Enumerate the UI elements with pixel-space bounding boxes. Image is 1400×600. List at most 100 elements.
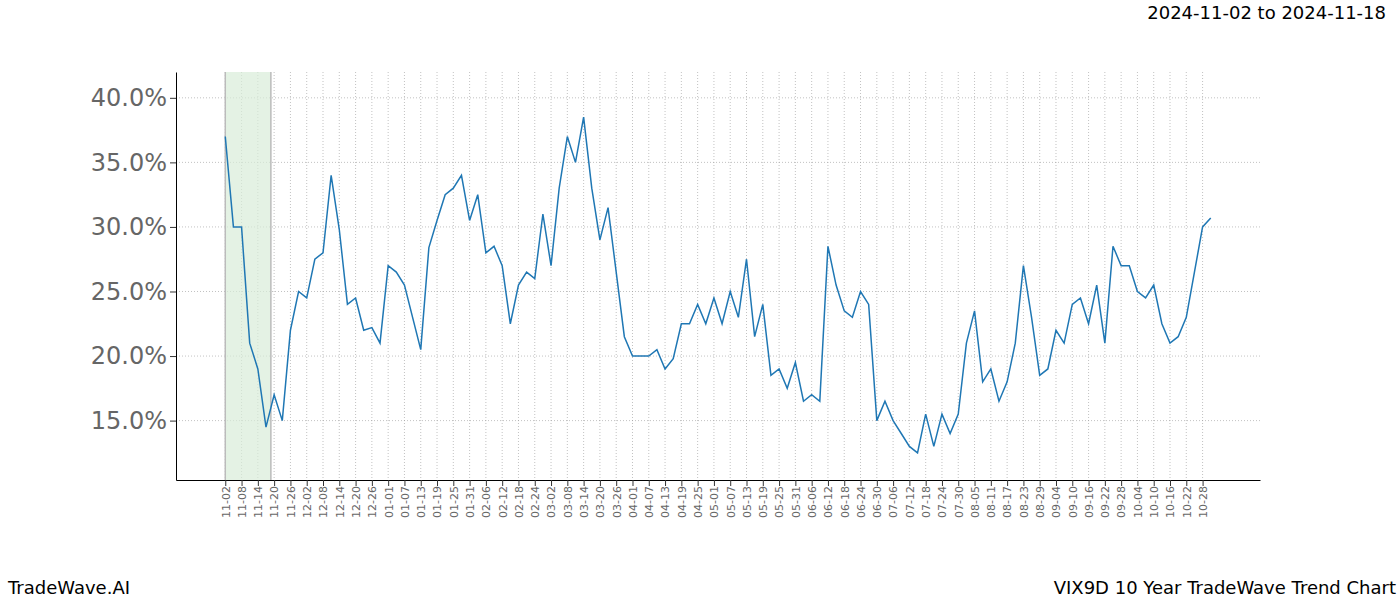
x-tick: 04-13 — [659, 480, 672, 518]
x-tick-label: 05-13 — [741, 486, 754, 518]
x-tick-label: 02-12 — [497, 486, 510, 518]
x-tick-label: 12-14 — [334, 486, 347, 518]
x-grid-line — [420, 72, 421, 480]
x-grid-line — [290, 72, 291, 480]
x-tick-label: 06-30 — [871, 486, 884, 518]
x-grid-line — [681, 72, 682, 480]
x-grid-line — [1072, 72, 1073, 480]
x-tick-label: 08-11 — [985, 486, 998, 518]
x-tick: 05-25 — [773, 480, 786, 518]
x-tick: 11-02 — [220, 480, 233, 518]
y-tick-label: 30.0% — [91, 213, 167, 241]
x-tick: 04-25 — [692, 480, 705, 518]
x-tick-mark — [665, 480, 666, 486]
x-tick: 08-29 — [1034, 480, 1047, 518]
x-tick-label: 08-17 — [1001, 486, 1014, 518]
x-tick-mark — [779, 480, 780, 486]
x-tick-label: 03-02 — [545, 486, 558, 518]
x-tick-label: 09-04 — [1050, 486, 1063, 518]
x-tick-mark — [518, 480, 519, 486]
x-tick-mark — [225, 480, 226, 486]
x-grid-line — [306, 72, 307, 480]
x-tick-label: 10-28 — [1197, 486, 1210, 518]
x-grid-line — [1088, 72, 1089, 480]
y-grid-line — [176, 162, 1260, 163]
x-tick: 11-26 — [285, 480, 298, 518]
x-tick-label: 10-10 — [1148, 486, 1161, 518]
x-tick-mark — [388, 480, 389, 486]
x-tick-mark — [486, 480, 487, 486]
x-tick-mark — [909, 480, 910, 486]
x-tick-label: 06-06 — [806, 486, 819, 518]
x-grid-line — [990, 72, 991, 480]
x-tick: 05-01 — [708, 480, 721, 518]
x-tick-label: 07-18 — [920, 486, 933, 518]
x-tick: 10-28 — [1197, 480, 1210, 518]
x-tick-label: 02-24 — [529, 486, 542, 518]
x-tick: 08-05 — [969, 480, 982, 518]
x-tick: 08-17 — [1001, 480, 1014, 518]
x-tick: 02-18 — [513, 480, 526, 518]
highlight-edge — [270, 72, 272, 480]
x-tick-label: 12-26 — [366, 486, 379, 518]
x-tick-mark — [437, 480, 438, 486]
x-axis-line — [177, 480, 1261, 481]
x-grid-line — [1170, 72, 1171, 480]
x-tick: 07-24 — [936, 480, 949, 518]
x-tick-mark — [307, 480, 308, 486]
x-tick: 10-10 — [1148, 480, 1161, 518]
x-tick: 02-24 — [529, 480, 542, 518]
x-tick-mark — [926, 480, 927, 486]
x-tick-label: 09-10 — [1067, 486, 1080, 518]
x-grid-line — [1121, 72, 1122, 480]
x-tick-mark — [632, 480, 633, 486]
x-tick-mark — [1203, 480, 1204, 486]
x-tick: 07-06 — [887, 480, 900, 518]
x-tick-mark — [1154, 480, 1155, 486]
x-tick-label: 10-22 — [1181, 486, 1194, 518]
x-tick-label: 08-23 — [1018, 486, 1031, 518]
x-tick-label: 10-16 — [1164, 486, 1177, 518]
highlight-edge — [225, 72, 227, 480]
x-tick-mark — [975, 480, 976, 486]
x-tick-mark — [502, 480, 503, 486]
x-tick-label: 01-31 — [464, 486, 477, 518]
y-tick-label: 25.0% — [91, 278, 167, 306]
x-grid-line — [469, 72, 470, 480]
y-tick: 40.0% — [91, 84, 176, 112]
x-tick-mark — [1007, 480, 1008, 486]
title: VIX9D 10 Year TradeWave Trend Chart — [1054, 577, 1396, 598]
y-tick-label: 20.0% — [91, 342, 167, 370]
y-tick-label: 35.0% — [91, 149, 167, 177]
x-tick-mark — [290, 480, 291, 486]
x-tick: 04-07 — [643, 480, 656, 518]
x-tick-label: 12-08 — [317, 486, 330, 518]
x-tick: 03-02 — [545, 480, 558, 518]
y-axis: 15.0%20.0%25.0%30.0%35.0%40.0% — [91, 73, 177, 481]
x-tick: 06-24 — [855, 480, 868, 518]
x-tick-mark — [714, 480, 715, 486]
x-tick: 02-06 — [480, 480, 493, 518]
y-tick: 25.0% — [91, 278, 176, 306]
x-tick: 03-26 — [611, 480, 624, 518]
x-grid-line — [371, 72, 372, 480]
x-tick-mark — [470, 480, 471, 486]
x-grid-line — [339, 72, 340, 480]
x-tick-mark — [991, 480, 992, 486]
x-grid-line — [1137, 72, 1138, 480]
y-tick: 35.0% — [91, 149, 176, 177]
x-tick-mark — [649, 480, 650, 486]
x-grid-line — [746, 72, 747, 480]
y-tick-mark — [170, 421, 176, 422]
x-tick-label: 11-26 — [285, 486, 298, 518]
x-tick-label: 09-28 — [1115, 486, 1128, 518]
x-tick-mark — [242, 480, 243, 486]
x-tick: 05-13 — [741, 480, 754, 518]
x-tick-label: 08-29 — [1034, 486, 1047, 518]
x-tick-label: 04-25 — [692, 486, 705, 518]
x-grid-line — [453, 72, 454, 480]
x-tick-mark — [323, 480, 324, 486]
x-tick-label: 06-18 — [839, 486, 852, 518]
x-grid-line — [502, 72, 503, 480]
x-tick: 01-25 — [448, 480, 461, 518]
